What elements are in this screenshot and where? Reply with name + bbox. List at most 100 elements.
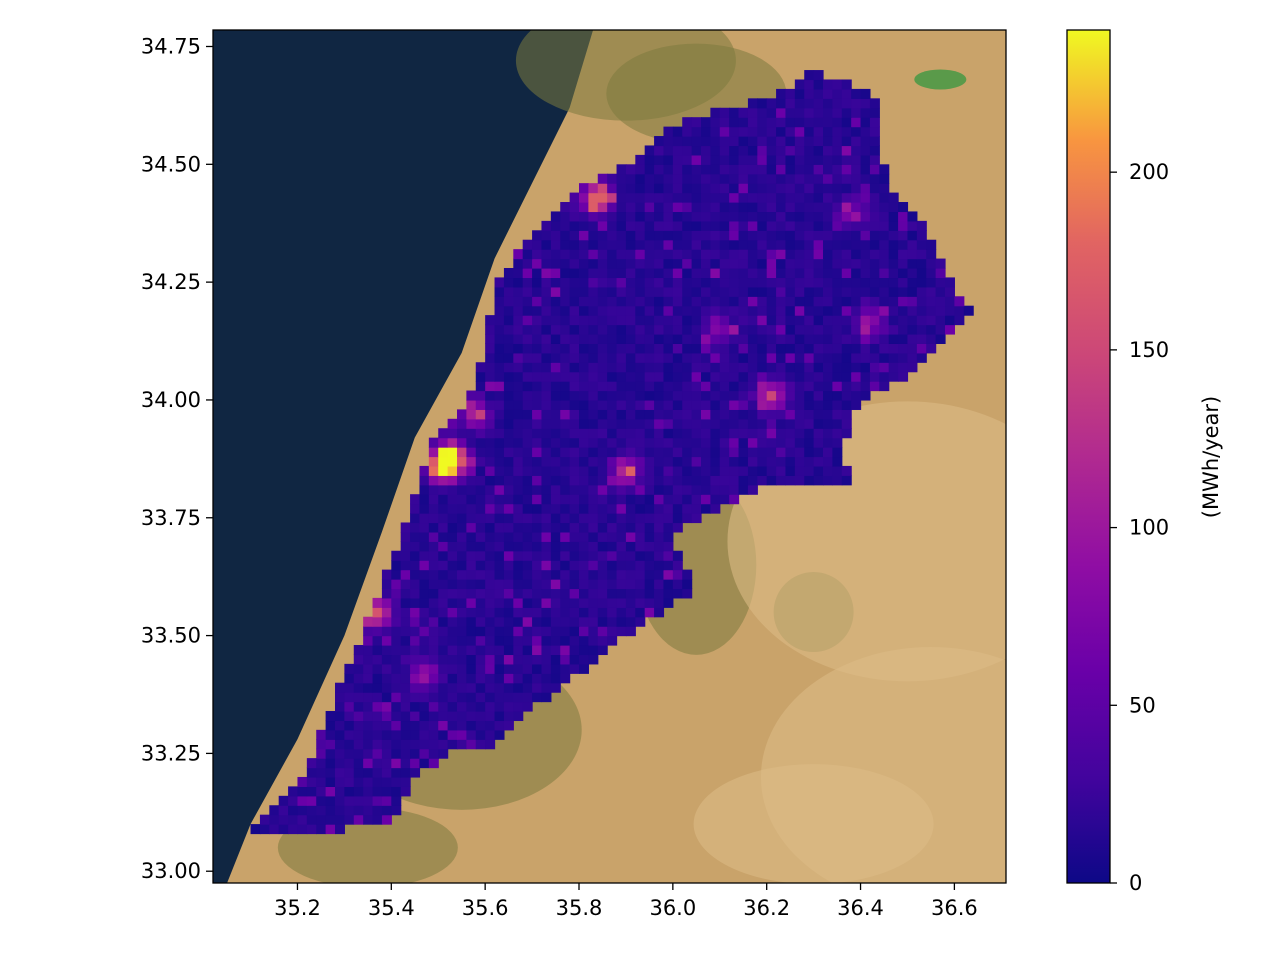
heatmap-cell [869, 173, 880, 184]
heatmap-cell [513, 465, 524, 476]
heatmap-cell [635, 390, 646, 401]
heatmap-cell [682, 513, 693, 524]
heatmap-cell [597, 635, 608, 646]
heatmap-cell [719, 343, 730, 354]
heatmap-cell [898, 230, 909, 241]
heatmap-cell [550, 456, 561, 467]
heatmap-cell [457, 513, 467, 524]
heatmap-cell [757, 381, 768, 392]
heatmap-cell [344, 673, 355, 684]
heatmap-cell [447, 663, 458, 674]
heatmap-cell [701, 315, 711, 326]
heatmap-cell [729, 343, 740, 354]
heatmap-cell [475, 673, 486, 684]
heatmap-cell [729, 286, 740, 297]
heatmap-cell [691, 456, 702, 467]
heatmap-cell [832, 173, 843, 184]
heatmap-cell [419, 465, 430, 476]
heatmap-cell [597, 428, 608, 439]
heatmap-cell [813, 220, 824, 231]
heatmap-cell [597, 230, 608, 241]
heatmap-cell [794, 277, 805, 288]
heatmap-cell [475, 739, 486, 750]
heatmap-cell [541, 645, 552, 656]
heatmap-cell [907, 239, 918, 250]
heatmap-cell [757, 230, 768, 241]
heatmap-cell [428, 484, 439, 495]
heatmap-cell [785, 98, 796, 109]
heatmap-cell [503, 720, 514, 731]
heatmap-cell [672, 315, 683, 326]
heatmap-cell [616, 202, 627, 213]
heatmap-cell [391, 560, 402, 571]
heatmap-cell [672, 202, 683, 213]
heatmap-cell [344, 692, 355, 703]
heatmap-cell [710, 164, 721, 175]
heatmap-cell [644, 550, 655, 561]
heatmap-cell [278, 795, 289, 806]
heatmap-cell [372, 786, 383, 797]
heatmap-cell [532, 663, 543, 674]
heatmap-cell [916, 277, 927, 288]
heatmap-cell [588, 550, 599, 561]
heatmap-cell [663, 475, 674, 486]
heatmap-cell [898, 267, 909, 279]
heatmap-cell [250, 824, 261, 835]
heatmap-cell [503, 333, 514, 344]
heatmap-cell [907, 230, 918, 241]
heatmap-cell [438, 739, 449, 750]
heatmap-cell [259, 814, 270, 825]
heatmap-cell [794, 324, 805, 335]
heatmap-cell [888, 286, 899, 297]
heatmap-cell [513, 692, 524, 703]
heatmap-cell [813, 296, 824, 307]
heatmap-cell [691, 447, 702, 458]
heatmap-cell [569, 390, 580, 401]
heatmap-cell [719, 324, 730, 335]
heatmap-cell [579, 409, 589, 420]
heatmap-cell [475, 550, 486, 561]
heatmap-cell [729, 277, 740, 288]
heatmap-cell [785, 107, 796, 118]
heatmap-cell [729, 249, 740, 260]
heatmap-cell [729, 324, 740, 335]
heatmap-cell [560, 277, 571, 288]
heatmap-cell [710, 399, 721, 410]
heatmap-cell [560, 315, 571, 326]
heatmap-cell [532, 569, 543, 580]
heatmap-cell [579, 456, 589, 467]
heatmap-cell [710, 202, 721, 213]
heatmap-cell [522, 626, 533, 637]
heatmap-cell [710, 362, 721, 373]
heatmap-cell [710, 475, 721, 486]
heatmap-cell [550, 494, 561, 505]
heatmap-cell [607, 305, 618, 316]
heatmap-cell [719, 145, 730, 156]
heatmap-cell [532, 588, 543, 599]
heatmap-cell [381, 607, 392, 618]
heatmap-cell [776, 277, 787, 288]
heatmap-cell [485, 663, 496, 674]
heatmap-cell [654, 220, 665, 231]
heatmap-cell [757, 211, 768, 222]
heatmap-cell [541, 484, 552, 495]
heatmap-cell [851, 220, 862, 231]
heatmap-cell [494, 569, 505, 580]
heatmap-cell [503, 645, 514, 656]
heatmap-cell [935, 324, 946, 335]
heatmap-cell [832, 267, 843, 279]
heatmap-cell [541, 626, 552, 637]
heatmap-cell [381, 673, 392, 684]
heatmap-cell [832, 333, 843, 344]
heatmap-cell [635, 352, 646, 363]
heatmap-cell [597, 192, 608, 203]
heatmap-cell [879, 192, 890, 203]
heatmap-cell [794, 305, 805, 316]
heatmap-cell [513, 579, 524, 590]
heatmap-cell [541, 409, 552, 420]
heatmap-cell [635, 494, 646, 505]
heatmap-cell [879, 239, 890, 250]
heatmap-cell [663, 192, 674, 203]
heatmap-cell [475, 645, 486, 656]
heatmap-cell [466, 569, 477, 580]
